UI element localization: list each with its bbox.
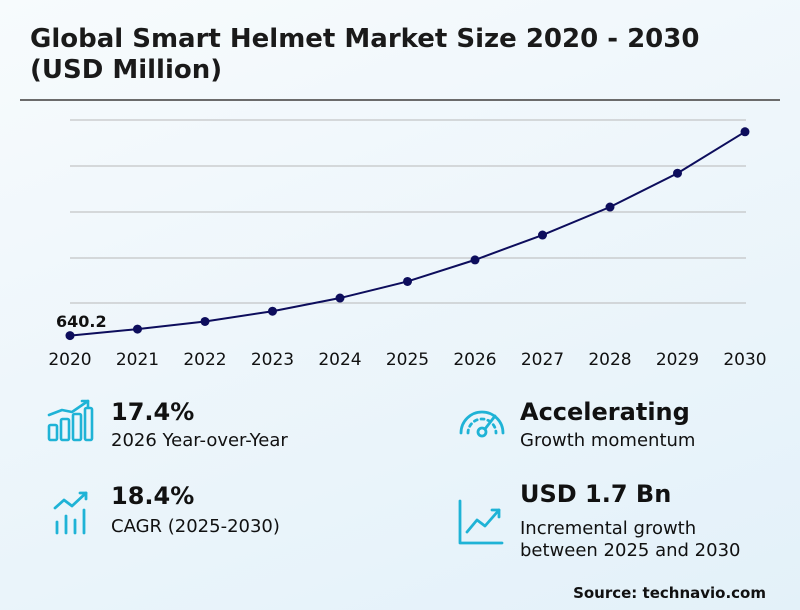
data-point-2029 bbox=[673, 168, 682, 178]
x-tick-2023: 2023 bbox=[251, 350, 294, 370]
series-line bbox=[69, 130, 746, 337]
x-tick-2025: 2025 bbox=[386, 350, 429, 370]
data-point-2023 bbox=[268, 306, 277, 316]
chart-line-layer bbox=[69, 130, 746, 337]
source-credit: Source: technavio.com bbox=[573, 584, 766, 602]
data-point-2026 bbox=[470, 255, 480, 265]
x-tick-2024: 2024 bbox=[318, 350, 361, 370]
data-point-2020 bbox=[65, 331, 75, 341]
x-tick-2030: 2030 bbox=[723, 350, 766, 370]
data-point-2027 bbox=[538, 230, 547, 240]
data-point-2022 bbox=[200, 316, 210, 326]
trend-bars-icon bbox=[52, 488, 98, 540]
x-tick-2028: 2028 bbox=[588, 350, 631, 370]
kpi-momentum-value: Accelerating bbox=[520, 398, 690, 426]
chart-points bbox=[65, 127, 750, 341]
title-divider bbox=[20, 99, 780, 101]
x-tick-2021: 2021 bbox=[116, 350, 159, 370]
data-point-2021 bbox=[133, 324, 142, 334]
x-tick-2027: 2027 bbox=[521, 350, 564, 370]
kpi-cagr-label: CAGR (2025-2030) bbox=[111, 516, 280, 537]
kpi-incremental-label-line2: between 2025 and 2030 bbox=[520, 540, 741, 561]
data-point-2024 bbox=[335, 293, 345, 303]
x-tick-2020: 2020 bbox=[48, 350, 91, 370]
x-tick-2026: 2026 bbox=[453, 350, 496, 370]
x-axis-ticks: 2020 2021 2022 2023 2024 2025 2026 2027 2028 2029… bbox=[48, 350, 766, 370]
trend-chart-icon bbox=[457, 498, 505, 550]
speedometer-icon bbox=[457, 403, 507, 443]
kpi-incremental-label-line1: Incremental growth bbox=[520, 518, 697, 539]
bar-chart-growth-icon bbox=[46, 398, 94, 448]
chart-grid bbox=[70, 119, 746, 304]
data-label-2020: 640.2 bbox=[56, 312, 107, 331]
kpi-momentum-label: Growth momentum bbox=[520, 430, 696, 451]
kpi-yoy-label: 2026 Year-over-Year bbox=[111, 430, 288, 451]
page-title: Global Smart Helmet Market Size 2020 - 2… bbox=[30, 24, 700, 85]
kpi-yoy-value: 17.4% bbox=[111, 398, 195, 426]
x-tick-2029: 2029 bbox=[656, 350, 699, 370]
data-point-2028 bbox=[605, 202, 615, 212]
kpi-incremental-value: USD 1.7 Bn bbox=[520, 480, 672, 508]
line-chart: 2020 2021 2022 2023 2024 2025 2026 2027 2028 2029… bbox=[48, 119, 767, 370]
data-point-2030 bbox=[740, 127, 750, 137]
kpi-cagr-value: 18.4% bbox=[111, 482, 195, 510]
data-point-2025 bbox=[403, 276, 412, 286]
x-tick-2022: 2022 bbox=[183, 350, 226, 370]
